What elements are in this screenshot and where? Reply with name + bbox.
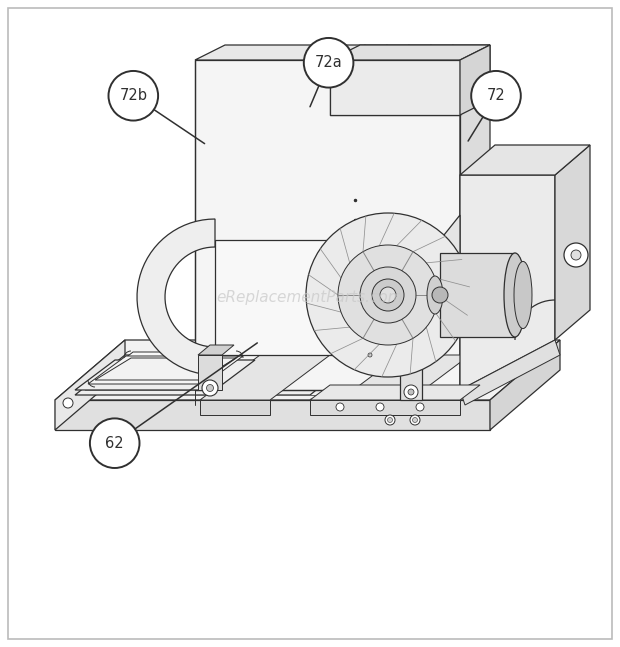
Circle shape [564, 243, 588, 267]
Ellipse shape [514, 261, 532, 329]
Polygon shape [490, 340, 560, 430]
Polygon shape [200, 355, 330, 400]
Polygon shape [330, 60, 460, 115]
Polygon shape [310, 385, 480, 400]
Circle shape [376, 403, 384, 411]
Polygon shape [75, 355, 360, 395]
Circle shape [108, 71, 158, 120]
Circle shape [338, 245, 438, 345]
Circle shape [360, 267, 416, 323]
Polygon shape [460, 45, 490, 390]
Circle shape [571, 250, 581, 260]
Polygon shape [400, 310, 422, 400]
Circle shape [388, 417, 392, 422]
Ellipse shape [504, 253, 526, 337]
Polygon shape [75, 360, 255, 390]
Polygon shape [55, 340, 560, 400]
Polygon shape [460, 145, 590, 175]
Polygon shape [460, 45, 490, 115]
Polygon shape [55, 400, 490, 430]
Polygon shape [88, 356, 243, 384]
Polygon shape [200, 400, 270, 415]
Ellipse shape [427, 276, 443, 314]
Ellipse shape [429, 253, 451, 337]
Circle shape [380, 287, 396, 303]
Circle shape [365, 350, 375, 360]
Circle shape [432, 287, 448, 303]
Polygon shape [55, 340, 125, 430]
Polygon shape [460, 340, 560, 405]
Polygon shape [95, 358, 236, 380]
Circle shape [304, 38, 353, 87]
Text: 72: 72 [487, 88, 505, 104]
Polygon shape [400, 300, 434, 310]
Circle shape [336, 403, 344, 411]
Circle shape [404, 385, 418, 399]
Text: 62: 62 [105, 435, 124, 451]
Polygon shape [198, 355, 222, 390]
Polygon shape [440, 253, 515, 337]
Text: eReplacementParts.com: eReplacementParts.com [216, 290, 404, 305]
Polygon shape [215, 330, 460, 355]
Circle shape [306, 213, 470, 377]
Polygon shape [310, 400, 460, 415]
Text: 72b: 72b [119, 88, 148, 104]
Circle shape [63, 398, 73, 408]
Polygon shape [555, 145, 590, 340]
Circle shape [206, 384, 213, 391]
Polygon shape [460, 175, 555, 390]
Circle shape [368, 353, 372, 357]
Circle shape [90, 419, 140, 468]
Polygon shape [340, 355, 470, 400]
Polygon shape [440, 215, 460, 355]
Polygon shape [85, 352, 348, 390]
Polygon shape [340, 400, 410, 415]
Circle shape [202, 380, 218, 396]
Polygon shape [198, 345, 234, 355]
Polygon shape [137, 219, 215, 375]
Circle shape [372, 279, 404, 311]
Polygon shape [195, 60, 460, 390]
Circle shape [412, 417, 417, 422]
Circle shape [416, 403, 424, 411]
Circle shape [471, 71, 521, 120]
Circle shape [410, 415, 420, 425]
Circle shape [385, 415, 395, 425]
Text: 72a: 72a [315, 55, 342, 71]
Circle shape [408, 389, 414, 395]
Polygon shape [330, 45, 490, 60]
Polygon shape [215, 240, 440, 355]
Polygon shape [195, 45, 490, 60]
